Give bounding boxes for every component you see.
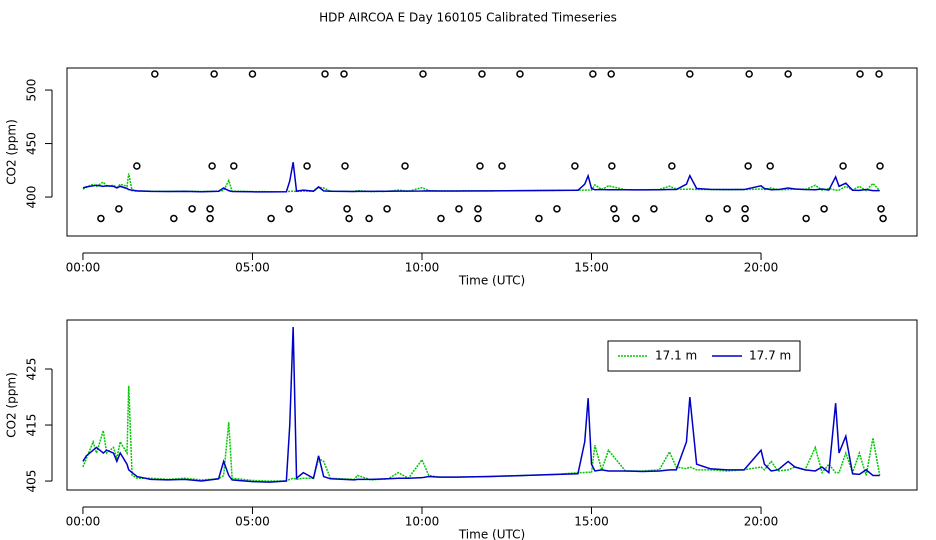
calibration-point [498,162,506,170]
calibration-point [115,205,123,213]
calibration-point [553,205,561,213]
x-tick-label: 15:00 [574,261,609,275]
x-tick-label: 20:00 [744,261,779,275]
calibration-point [589,70,597,78]
calibration-point [133,162,141,170]
calibration-point [383,205,391,213]
y-tick-label: 425 [25,358,39,381]
calibration-point [455,205,463,213]
calibration-point [97,214,105,223]
series-line [82,162,880,193]
y-tick-label: 500 [25,79,39,102]
series-line [82,385,881,482]
calibration-point [608,162,616,170]
calibration-point [856,70,864,78]
calibration-point [571,162,579,170]
calibration-point [610,205,618,213]
calibration-point [343,205,351,213]
calibration-point [474,205,482,213]
calibration-point [365,214,373,223]
x-axis-title: Time (UTC) [458,528,525,540]
calibration-point [784,70,792,78]
calibration-point [248,70,257,78]
calibration-point [705,214,713,223]
y-axis-title: CO2 (ppm) [5,372,19,438]
calibration-point [206,205,214,213]
calibration-point [341,162,349,170]
calibration-point [802,214,810,223]
plot-frame [66,319,918,491]
calibration-point [745,70,753,78]
calibration-point [401,162,409,170]
calibration-point [206,214,214,223]
calibration-point [650,205,658,213]
calibration-point [876,162,884,170]
calibration-point [820,205,828,213]
x-tick-label: 05:00 [235,515,270,529]
calibration-point [686,70,694,78]
calibration-point [766,162,774,170]
y-tick-label: 415 [25,414,39,437]
calibration-point [476,162,484,170]
calibration-point [877,205,885,213]
calibration-point [668,162,676,170]
calibration-point [875,70,883,78]
calibration-point [607,70,615,78]
x-axis-title: Time (UTC) [458,274,525,288]
y-tick-label: 400 [25,186,39,209]
x-tick-label: 10:00 [405,515,440,529]
calibration-point [188,205,196,213]
x-tick-label: 05:00 [235,261,270,275]
calibration-point [879,214,887,223]
legend-label: 17.1 m [655,349,697,363]
calibration-point [478,70,486,78]
x-tick-label: 00:00 [66,261,101,275]
legend: 17.1 m 17.7 m [607,340,801,372]
calibration-point [230,162,238,170]
y-tick-label: 450 [25,132,39,155]
calibration-point [419,70,427,78]
calibration-point [744,162,752,170]
calibration-point [340,70,348,78]
x-tick-label: 20:00 [744,515,779,529]
calibration-point [267,214,275,223]
calibration-point [151,70,159,78]
calibration-point [437,214,445,223]
series-line [82,326,880,483]
calibration-point [839,162,847,170]
calibration-point [303,162,311,170]
calibration-point [285,205,293,213]
calibration-point [741,205,749,213]
calibration-point [345,214,353,223]
y-tick-label: 405 [25,470,39,493]
chart-title: HDP AIRCOA E Day 160105 Calibrated Times… [319,11,617,25]
calibration-point [321,70,329,78]
calibration-point [210,70,218,78]
calibration-point [723,205,731,213]
x-tick-label: 10:00 [405,261,440,275]
calibration-point [474,214,482,223]
calibration-point [208,162,216,170]
calibration-point [535,214,543,223]
calibration-point [612,214,620,223]
x-tick-label: 00:00 [66,515,101,529]
series-line [82,173,881,193]
calibration-point [170,214,178,223]
plot-frame [66,67,918,237]
legend-label: 17.7 m [749,349,791,363]
y-axis-title: CO2 (ppm) [5,119,19,185]
calibration-point [632,214,640,223]
calibration-point [516,70,524,78]
x-tick-label: 15:00 [574,515,609,529]
calibration-point [741,214,749,223]
